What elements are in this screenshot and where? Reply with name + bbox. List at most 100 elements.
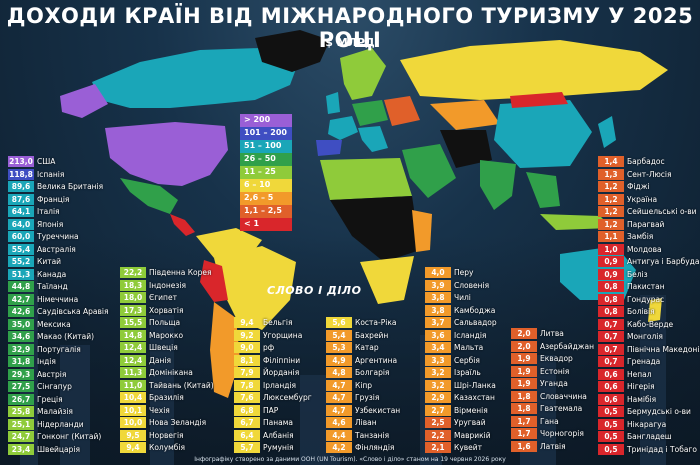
- country-row: 3,7 Сальвадор: [425, 317, 497, 329]
- revenue-value: 23,4: [8, 443, 34, 455]
- country-row: 5,4 Бахрейн: [326, 329, 388, 342]
- country-row: 29,3 Австрія: [8, 368, 66, 381]
- country-name: Пакистан: [627, 282, 665, 292]
- legend-item: 26 – 50: [240, 153, 292, 166]
- revenue-value: 18,0: [120, 292, 146, 304]
- revenue-value: 3,9: [425, 279, 451, 291]
- country-name: Китай: [37, 257, 62, 267]
- country-name: Нікарагуа: [627, 419, 667, 429]
- country-name: Португалія: [37, 344, 81, 354]
- country-row: 4,7 Кіпр: [326, 379, 372, 392]
- country-name: Польща: [149, 318, 181, 328]
- country-row: 1,2 Україна: [598, 193, 657, 206]
- country-row: 0,7 Гренада: [598, 356, 660, 368]
- country-name: Гондурас: [627, 294, 665, 304]
- revenue-value: 3,8: [425, 292, 451, 304]
- country-row: 1,9 Еквадор: [511, 353, 573, 365]
- country-name: Коста-Ріка: [355, 318, 397, 328]
- country-name: Нігерія: [627, 382, 655, 392]
- country-row: 10,0 Нова Зеландія: [120, 417, 206, 429]
- country-row: 3,2 Шрі-Ланка: [425, 379, 496, 392]
- country-row: 34,6 Макао (Китай): [8, 331, 94, 343]
- country-name: Литва: [540, 329, 564, 339]
- legend-item: 51 – 100: [240, 140, 292, 153]
- country-name: Танзанія: [355, 430, 390, 440]
- revenue-value: 4,2: [326, 442, 352, 454]
- country-name: Румунія: [263, 443, 294, 453]
- country-row: 42,6 Саудівська Аравія: [8, 306, 109, 318]
- country-row: 0,5 Бангладеш: [598, 431, 672, 443]
- map-italy-balkans: [358, 126, 388, 152]
- country-name: Тринідад і Тобаго: [627, 444, 697, 454]
- country-name: Болгарія: [355, 368, 390, 378]
- country-name: Австралія: [37, 244, 76, 254]
- country-name: Молдова: [627, 244, 662, 254]
- revenue-value: 14,8: [120, 329, 146, 341]
- revenue-value: 4,7: [326, 392, 352, 404]
- revenue-value: 2,0: [511, 328, 537, 340]
- page-title: ДОХОДИ КРАЇН ВІД МІЖНАРОДНОГО ТУРИЗМУ У …: [6, 4, 694, 52]
- country-name: Данія: [149, 355, 171, 365]
- country-name: Перу: [454, 268, 474, 278]
- country-name: Гана: [540, 416, 559, 426]
- revenue-value: 2,5: [425, 417, 451, 429]
- revenue-value: 2,7: [425, 404, 451, 416]
- country-name: Норвегія: [149, 430, 184, 440]
- revenue-value: 5,7: [234, 442, 260, 454]
- country-name: Панама: [263, 418, 293, 428]
- map-mexico: [120, 178, 178, 214]
- map-new-zealand: [648, 298, 662, 322]
- revenue-value: 2,2: [425, 429, 451, 441]
- country-name: Туреччина: [37, 232, 79, 242]
- country-row: 42,7 Німеччина: [8, 293, 78, 306]
- revenue-value: 18,3: [120, 279, 146, 291]
- map-canada: [92, 48, 300, 108]
- country-row: 24,7 Гонконг (Китай): [8, 431, 101, 443]
- country-row: 2,1 Кувейт: [425, 442, 482, 454]
- country-row: 0,8 Гондурас: [598, 293, 665, 306]
- revenue-value: 10,1: [120, 404, 146, 416]
- map-indonesia: [540, 214, 612, 230]
- country-name: Йорданія: [263, 368, 300, 378]
- country-name: Албанія: [263, 430, 294, 440]
- country-name: Словаччина: [540, 391, 587, 401]
- revenue-value: 0,7: [598, 356, 624, 368]
- revenue-value: 1,8: [511, 403, 537, 415]
- country-row: 64,1 Італія: [8, 206, 60, 218]
- map-central-europe: [352, 100, 388, 126]
- legend-item: 1,1 – 2,5: [240, 205, 292, 218]
- revenue-value: 0,9: [598, 256, 624, 268]
- country-name: Аргентина: [355, 355, 398, 365]
- country-name: Люксембург: [263, 393, 312, 403]
- revenue-value: 5,4: [326, 329, 352, 341]
- map-middle-east: [402, 144, 456, 198]
- country-row: 26,7 Греція: [8, 393, 63, 406]
- country-name: Гренада: [627, 357, 661, 367]
- country-name: Кабо-Верде: [627, 319, 674, 329]
- country-name: Монголія: [627, 332, 663, 342]
- country-name: Індонезія: [149, 280, 186, 290]
- country-name: Філіппіни: [263, 355, 301, 365]
- country-row: 1,7 Чорногорія: [511, 428, 584, 440]
- revenue-value: 3,6: [425, 329, 451, 341]
- map-southern-africa: [360, 256, 414, 304]
- country-name: Таїланд: [37, 282, 68, 292]
- country-name: Сальвадор: [454, 318, 497, 328]
- revenue-value: 4,4: [326, 429, 352, 441]
- revenue-value: 26,7: [8, 393, 34, 405]
- country-name: Колумбія: [149, 443, 186, 453]
- country-name: Грузія: [355, 393, 380, 403]
- country-name: Камбоджа: [454, 305, 496, 315]
- country-name: Південна Корея: [149, 268, 212, 278]
- country-row: 4,4 Танзанія: [326, 429, 390, 442]
- country-row: 4,2 Фінляндія: [326, 442, 394, 454]
- country-name: Казахстан: [454, 393, 495, 403]
- country-row: 0,9 Антигуа і Барбуда: [598, 256, 699, 268]
- country-row: 7,8 Ірландія: [234, 379, 296, 392]
- country-row: 18,0 Єгипет: [120, 292, 177, 304]
- country-name: Ізраїль: [454, 368, 481, 378]
- country-row: 2,7 Вірменія: [425, 404, 488, 417]
- revenue-value: 0,5: [598, 406, 624, 418]
- country-row: 1,2 Фіджі: [598, 181, 650, 193]
- country-row: 3,6 Ісландія: [425, 329, 486, 342]
